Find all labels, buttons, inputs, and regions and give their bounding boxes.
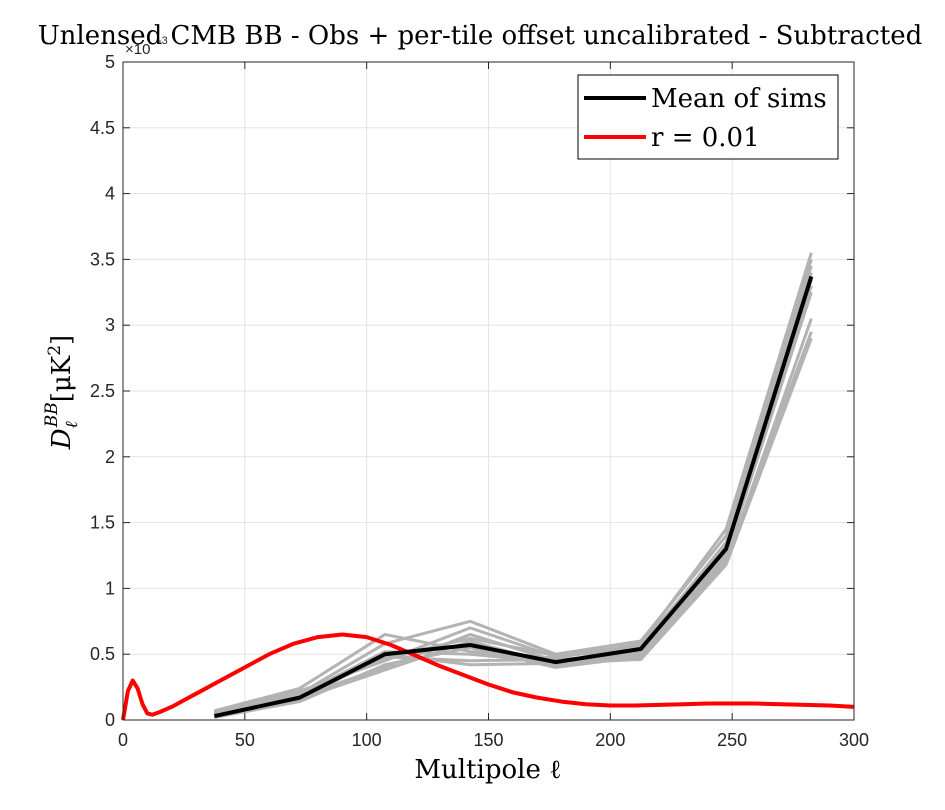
y-axis-label: DℓBB[μK2] <box>42 335 82 450</box>
x-tick-label: 50 <box>235 730 255 750</box>
svg-text:DℓBB[μK2]: DℓBB[μK2] <box>42 335 82 450</box>
y-tick-label: 5 <box>105 52 115 72</box>
y-tick-label: 4 <box>105 184 115 204</box>
y-label-main: D <box>47 428 77 450</box>
x-tick-label: 0 <box>118 730 128 750</box>
y-label-unit-open: [μK <box>47 355 77 402</box>
x-tick-label: 150 <box>473 730 503 750</box>
legend[interactable]: Mean of sims r = 0.01 <box>577 74 839 160</box>
y-tick-label: 1 <box>105 578 115 598</box>
series-lines <box>121 275 855 721</box>
legend-box <box>577 74 839 160</box>
y-exponent-base: ×10 <box>125 41 150 58</box>
y-tick-label: 0 <box>105 710 115 730</box>
sim-line <box>214 278 813 714</box>
y-exponent-power: -3 <box>158 35 168 47</box>
y-tick-label: 0.5 <box>90 644 115 664</box>
x-tick-label: 300 <box>839 730 869 750</box>
chart-title: Unlensed CMB BB - Obs + per-tile offset … <box>38 21 922 51</box>
y-tick-label: 3 <box>105 315 115 335</box>
y-tick-label: 3.5 <box>90 249 115 269</box>
legend-label-mean: Mean of sims <box>651 84 827 114</box>
y-tick-label: 4.5 <box>90 118 115 138</box>
y-tick-label: 2.5 <box>90 381 115 401</box>
y-tick-label: 1.5 <box>90 513 115 533</box>
y-label-unit-sup: 2 <box>45 345 65 356</box>
y-label-unit-close: ] <box>47 335 77 345</box>
x-tick-label: 250 <box>717 730 747 750</box>
y-label-sup: BB <box>42 402 62 428</box>
y-label-sub: ℓ <box>62 421 82 428</box>
legend-label-r: r = 0.01 <box>651 123 760 153</box>
x-axis-label: Multipole ℓ <box>414 755 561 785</box>
axis-ticks: 0 50 100 150 200 250 300 0 0.5 1 1.5 2 2.5 3 3.5 4 4.5 5 <box>90 52 869 750</box>
mean-line <box>213 275 814 719</box>
y-tick-label: 2 <box>105 447 115 467</box>
x-tick-label: 200 <box>595 730 625 750</box>
x-tick-label: 100 <box>352 730 382 750</box>
